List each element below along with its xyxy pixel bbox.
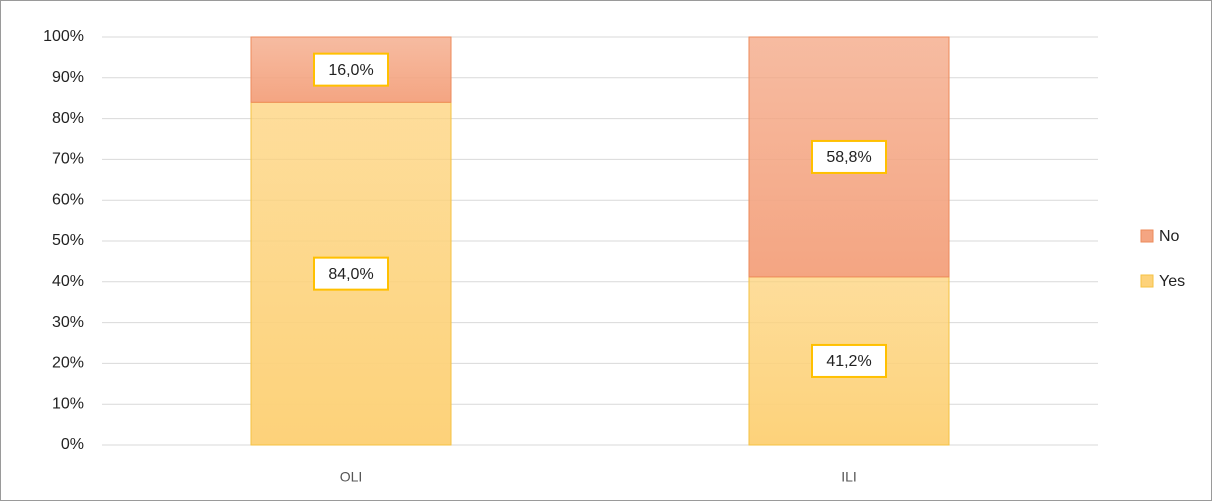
y-tick-label: 50% bbox=[52, 232, 84, 249]
y-tick-label: 80% bbox=[52, 110, 84, 127]
value-label: 16,0% bbox=[328, 62, 373, 79]
x-tick-label: ILI bbox=[841, 469, 857, 485]
legend-swatch bbox=[1140, 229, 1154, 243]
y-tick-label: 60% bbox=[52, 191, 84, 208]
legend-label: Yes bbox=[1159, 273, 1185, 290]
value-label-box bbox=[811, 139, 887, 174]
y-tick-label: 100% bbox=[43, 28, 84, 45]
value-label-box bbox=[313, 52, 389, 87]
value-label: 58,8% bbox=[826, 149, 871, 166]
y-tick-label: 0% bbox=[61, 436, 84, 453]
y-tick-label: 20% bbox=[52, 355, 84, 372]
y-tick-label: 40% bbox=[52, 273, 84, 290]
value-label: 84,0% bbox=[328, 266, 373, 283]
y-tick-label: 70% bbox=[52, 151, 84, 168]
y-tick-label: 30% bbox=[52, 314, 84, 331]
x-tick-label: OLI bbox=[340, 469, 363, 485]
legend-label: No bbox=[1159, 228, 1180, 245]
legend-swatch bbox=[1140, 274, 1154, 288]
value-label: 41,2% bbox=[826, 353, 871, 370]
value-label-box bbox=[313, 256, 389, 291]
value-label-box bbox=[811, 343, 887, 378]
y-tick-label: 90% bbox=[52, 69, 84, 86]
y-tick-label: 10% bbox=[52, 395, 84, 412]
